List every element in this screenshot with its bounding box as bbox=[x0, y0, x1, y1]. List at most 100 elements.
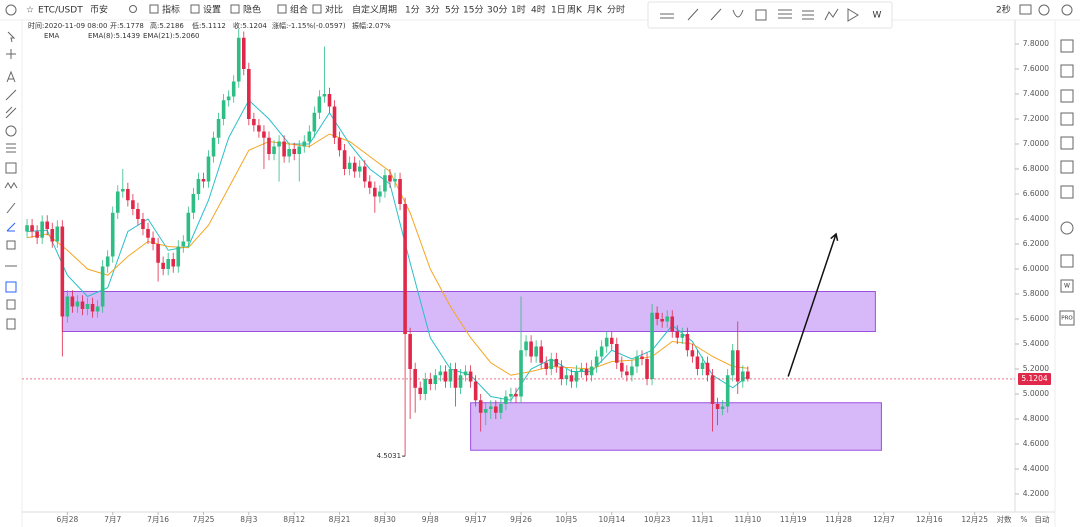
interval[interactable]: 1分 bbox=[405, 5, 420, 16]
candle-body bbox=[403, 204, 407, 334]
menu-item[interactable]: 设置 bbox=[203, 5, 221, 16]
exchange[interactable]: 币安 bbox=[90, 4, 108, 16]
axis-control[interactable]: 自动 bbox=[1035, 514, 1051, 524]
interval[interactable]: 月K bbox=[587, 5, 603, 16]
sidebar-icon[interactable] bbox=[1060, 279, 1074, 293]
x-tick-label: 10月23 bbox=[644, 515, 671, 524]
interval[interactable]: 分时 bbox=[607, 4, 625, 16]
search-icon[interactable] bbox=[129, 5, 137, 13]
channel-tool[interactable] bbox=[5, 106, 17, 119]
candle-body bbox=[564, 375, 569, 379]
menu-item[interactable]: 自定义周期 bbox=[352, 4, 397, 16]
candle-body bbox=[645, 359, 649, 379]
axis-control[interactable]: 对数 bbox=[997, 514, 1012, 524]
candle-body bbox=[514, 394, 518, 397]
candle-body bbox=[80, 301, 85, 309]
axis-control[interactable]: % bbox=[1020, 515, 1027, 524]
candle-body bbox=[156, 244, 160, 263]
candle-body bbox=[433, 375, 438, 384]
interval[interactable]: 3分 bbox=[425, 5, 440, 16]
sidebar-icon[interactable] bbox=[1060, 64, 1074, 78]
x-tick-label: 10月5 bbox=[555, 515, 577, 524]
draw-icon[interactable] bbox=[710, 8, 722, 21]
sidebar-icon[interactable] bbox=[1059, 310, 1075, 326]
draw-icon[interactable] bbox=[824, 8, 839, 21]
candle-body bbox=[690, 350, 695, 357]
wave-tool[interactable] bbox=[4, 182, 18, 189]
sidebar-label[interactable]: W bbox=[1064, 283, 1070, 290]
candle-body bbox=[211, 137, 216, 157]
x-tick-label: 10月14 bbox=[598, 515, 625, 524]
draw-icon[interactable] bbox=[732, 9, 744, 18]
crosshair-tool[interactable] bbox=[6, 49, 16, 59]
menu-icon[interactable] bbox=[149, 4, 159, 14]
line-tool[interactable] bbox=[5, 89, 17, 101]
draw-icon[interactable] bbox=[660, 13, 674, 19]
menu-item[interactable]: 隐色 bbox=[243, 4, 261, 16]
sidebar-icon[interactable] bbox=[1060, 221, 1074, 235]
sidebar-icon[interactable] bbox=[1060, 185, 1074, 199]
candle-body bbox=[272, 146, 276, 154]
trash-tool[interactable] bbox=[6, 318, 16, 330]
menu-icon[interactable] bbox=[230, 4, 240, 14]
sidebar-icon[interactable] bbox=[1060, 254, 1074, 268]
y-tick-label: 5.6000 bbox=[1023, 314, 1049, 323]
candle-body bbox=[357, 166, 362, 172]
sidebar-icon[interactable] bbox=[1060, 39, 1074, 53]
drawing-icons bbox=[660, 8, 859, 22]
symbol[interactable]: ETC/USDT bbox=[38, 6, 83, 16]
candle-body bbox=[181, 241, 186, 247]
fullscreen-icon[interactable] bbox=[1061, 4, 1073, 16]
interval[interactable]: 1日 bbox=[551, 5, 566, 16]
settings-icon[interactable] bbox=[1038, 4, 1050, 16]
candle-body bbox=[75, 301, 80, 307]
fib-tool[interactable] bbox=[6, 143, 16, 153]
magnet-tool[interactable] bbox=[5, 281, 17, 293]
camera-icon[interactable] bbox=[1019, 4, 1032, 15]
interval[interactable]: 15分 bbox=[463, 5, 483, 16]
menu-icon[interactable] bbox=[190, 4, 200, 14]
ohlc-info: 开:5.1778 bbox=[110, 22, 144, 30]
sidebar-icon[interactable] bbox=[1060, 112, 1074, 126]
candle-body bbox=[720, 406, 725, 409]
draw-icon[interactable] bbox=[847, 8, 859, 22]
interval[interactable]: 30分 bbox=[487, 5, 507, 16]
ohlc-info: 涨幅:-1.15%(-0.0597) bbox=[272, 21, 346, 30]
candle-body bbox=[458, 375, 463, 388]
grid-tool[interactable] bbox=[5, 162, 17, 174]
menu-icon[interactable] bbox=[277, 4, 287, 14]
candle-body bbox=[544, 362, 549, 369]
draw-icon[interactable] bbox=[755, 9, 767, 21]
menu-item[interactable]: 组合 bbox=[290, 4, 308, 16]
draw-label[interactable]: W bbox=[873, 11, 882, 21]
candle-body bbox=[594, 356, 599, 367]
candle-body bbox=[670, 316, 675, 332]
candle-body bbox=[488, 406, 493, 409]
candle-body bbox=[695, 356, 700, 369]
text-tool[interactable] bbox=[6, 70, 16, 83]
interval[interactable]: 4时 bbox=[531, 4, 546, 16]
sidebar-icon[interactable] bbox=[1060, 89, 1074, 103]
avatar[interactable] bbox=[5, 4, 17, 16]
sidebar-icon[interactable] bbox=[1060, 136, 1074, 150]
interval[interactable]: 周K bbox=[567, 5, 583, 16]
menu-item[interactable]: 对比 bbox=[325, 4, 343, 16]
x-tick-label: 9月8 bbox=[422, 515, 439, 524]
eye-tool[interactable] bbox=[6, 299, 16, 310]
brush-tool[interactable] bbox=[6, 202, 16, 214]
x-tick-label: 7月25 bbox=[193, 515, 215, 524]
pen-tool[interactable] bbox=[6, 222, 16, 232]
shape-tool[interactable] bbox=[5, 125, 17, 137]
candle-body bbox=[247, 69, 251, 119]
draw-icon[interactable] bbox=[778, 9, 792, 19]
interval[interactable]: 5分 bbox=[445, 5, 460, 16]
lock-tool[interactable] bbox=[6, 240, 16, 250]
sidebar-icon[interactable] bbox=[1060, 160, 1074, 174]
interval[interactable]: 1时 bbox=[511, 4, 526, 16]
draw-icon[interactable] bbox=[802, 10, 814, 20]
draw-icon[interactable] bbox=[687, 8, 699, 21]
cursor-tool[interactable] bbox=[7, 31, 16, 43]
menu-item[interactable]: 指标 bbox=[162, 4, 180, 16]
sidebar-label[interactable]: PRO bbox=[1061, 316, 1073, 322]
menu-icon[interactable] bbox=[312, 4, 322, 14]
